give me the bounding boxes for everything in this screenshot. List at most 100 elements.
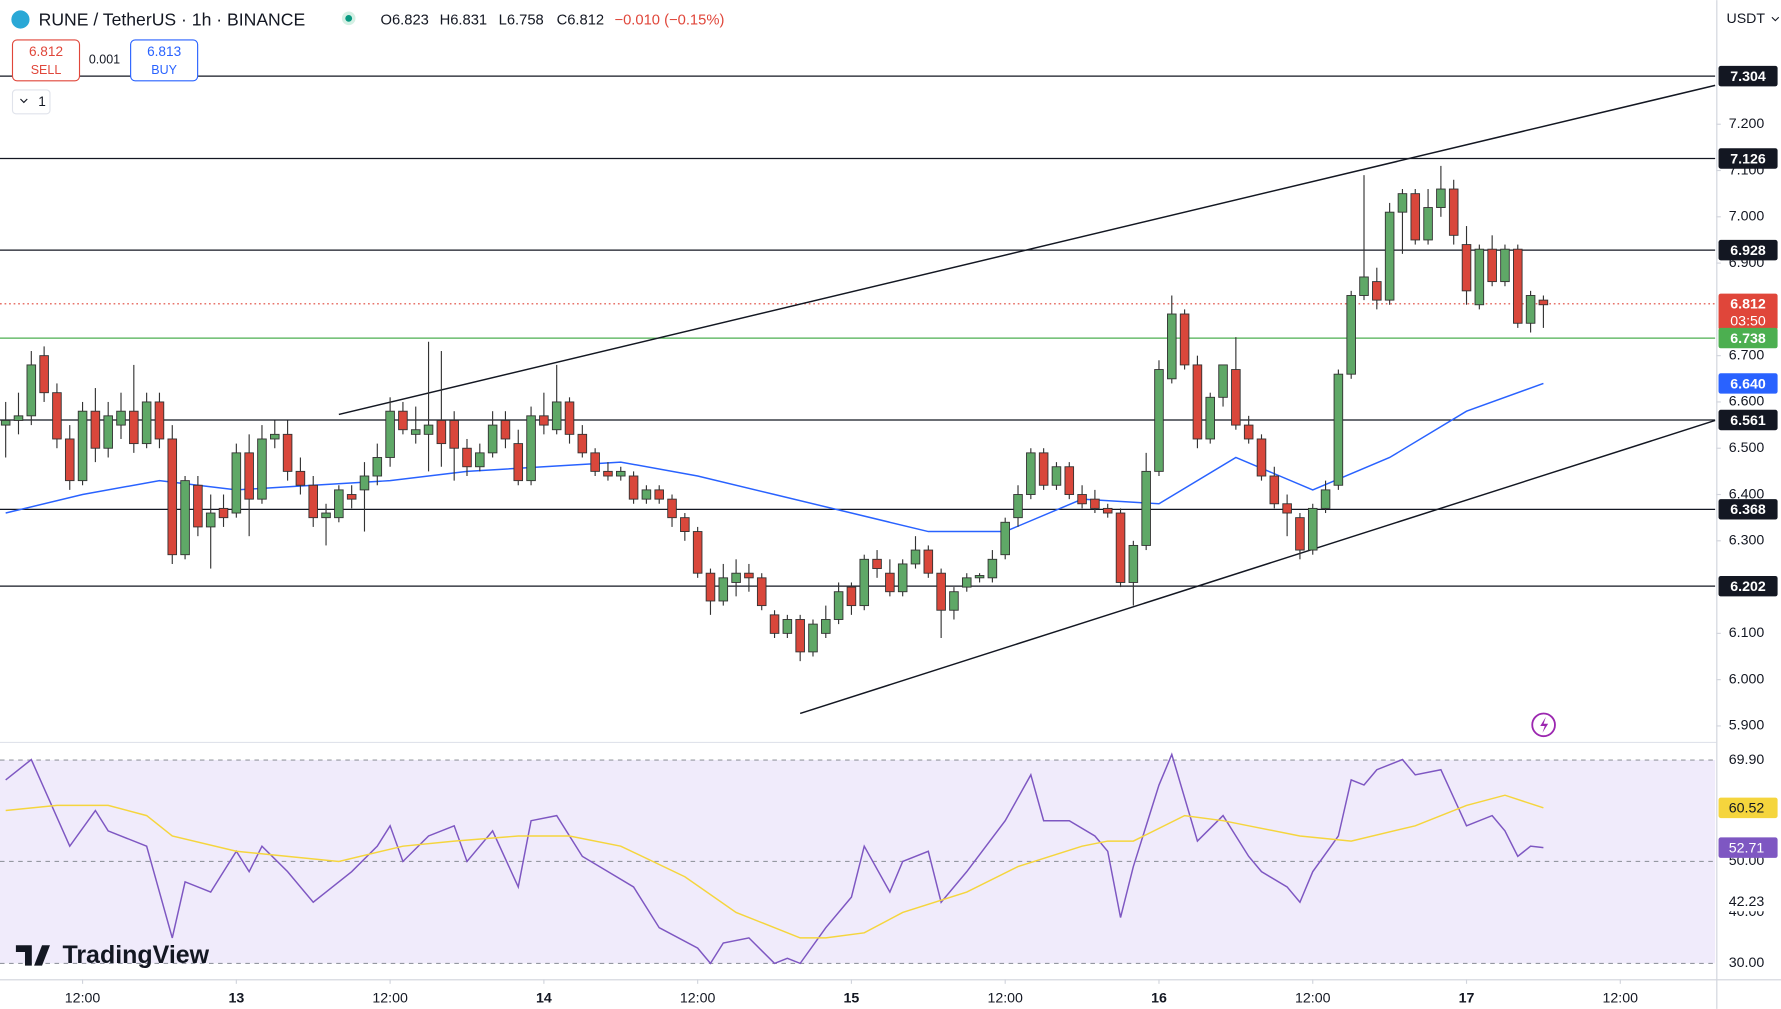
value-marker-bg [1718, 890, 1778, 912]
candle-body [731, 572, 741, 583]
candle-body [1167, 313, 1177, 380]
price-label-bg [1718, 499, 1778, 520]
x-tick-label: 15 [844, 990, 860, 1006]
rsi-line [5, 752, 1544, 965]
candle-body [64, 438, 75, 482]
price-label-bg [1718, 575, 1778, 597]
candle-body [1372, 281, 1382, 301]
candle-body [1256, 438, 1267, 477]
candle-body [282, 433, 293, 472]
candle-body [846, 586, 857, 607]
candle-body [1141, 470, 1151, 546]
candle-body [346, 494, 357, 500]
candle-body [936, 572, 946, 611]
candle-body [756, 577, 767, 607]
candle-body [1051, 466, 1062, 486]
price-label: 6.928 [1730, 243, 1766, 259]
currency-button[interactable] [1720, 4, 1778, 32]
candle-body [1410, 193, 1421, 241]
candle-body [526, 415, 536, 482]
value-marker-bg [1718, 837, 1778, 858]
ohlc-close: C6.812 [557, 13, 605, 29]
candle-body [1346, 295, 1356, 375]
candle-body [833, 591, 844, 620]
candle-body [577, 433, 588, 454]
candle-body [1218, 364, 1228, 398]
candle-body [551, 401, 562, 431]
candle-body [103, 415, 113, 449]
candle-body [1461, 244, 1472, 292]
candle-body [26, 364, 37, 417]
candle-body [398, 410, 408, 431]
candle-body [193, 484, 203, 528]
candle-body [205, 512, 216, 528]
candle-body [987, 558, 998, 579]
candle-body [129, 410, 139, 445]
candle-body [52, 392, 62, 440]
alert-bolt [1540, 716, 1549, 733]
candle-body [744, 572, 754, 579]
chevron [1771, 16, 1780, 22]
plot [0, 75, 1721, 984]
candle-body [1179, 313, 1190, 366]
candle-body [974, 575, 985, 579]
candle-body [1397, 193, 1408, 213]
ohlc-open: O6.823 [381, 13, 429, 29]
candle-body [782, 619, 793, 634]
candle-body [1064, 466, 1075, 495]
x-tick-label: 12:00 [1603, 990, 1639, 1006]
buy-button[interactable] [130, 39, 199, 82]
candle-body [1448, 188, 1459, 236]
candle-body [949, 591, 959, 611]
candle-body [1282, 503, 1292, 514]
sell-button[interactable] [11, 39, 81, 82]
price-label: 6.812 [1730, 297, 1766, 313]
candle-body [1000, 521, 1010, 556]
candle-body [680, 517, 690, 532]
lots-toggle[interactable] [11, 89, 51, 115]
value-marker: 52.71 [1729, 841, 1765, 857]
candle-body [257, 438, 267, 500]
candle-body [39, 355, 49, 394]
candle-body [487, 424, 498, 454]
alert-icon[interactable] [1531, 712, 1556, 738]
brand: TradingView [62, 941, 209, 969]
candle-body [513, 443, 524, 482]
candle-body [1384, 211, 1395, 301]
candle-body [1513, 248, 1523, 324]
candle-body [923, 549, 934, 574]
candle-body [385, 410, 395, 458]
candle-body [321, 512, 331, 519]
ohlc-high: H6.831 [440, 13, 488, 29]
chevron [20, 98, 28, 104]
candle-body [628, 475, 639, 500]
spread: 0.001 [89, 53, 120, 67]
candle-body [13, 415, 24, 421]
price-label-bg [1718, 373, 1778, 394]
price-label: 6.561 [1730, 413, 1766, 429]
candle-body [1231, 369, 1241, 426]
candle-body [1013, 494, 1023, 519]
price-label: 6.202 [1730, 579, 1766, 595]
candle-body [1205, 396, 1216, 440]
candle-body [1077, 494, 1087, 505]
price-label: 6.738 [1730, 331, 1766, 347]
status-dot [345, 14, 353, 22]
candle-body [1115, 512, 1126, 583]
candle-body [539, 415, 549, 426]
price-label-bg [1718, 239, 1778, 261]
x-tick-label: 14 [536, 990, 552, 1006]
x-tick-label: 12:00 [372, 990, 408, 1006]
candle-body [615, 470, 626, 477]
candle-body [821, 619, 831, 634]
candle-body [167, 438, 178, 556]
ohlc-change: −0.010 (−0.15%) [614, 13, 724, 29]
x-tick-label: 12:00 [680, 990, 716, 1006]
candle-body [244, 452, 254, 500]
y-tick-label: 30.00 [1729, 955, 1765, 971]
symbol-title: RUNE / TetherUS · 1h · BINANCE [39, 9, 306, 29]
candle-body [500, 420, 511, 440]
brand-mark [15, 945, 50, 966]
header: RUNE / TetherUS · 1h · BINANCE O6.823 H6… [11, 4, 1780, 969]
candle-body [961, 577, 972, 588]
